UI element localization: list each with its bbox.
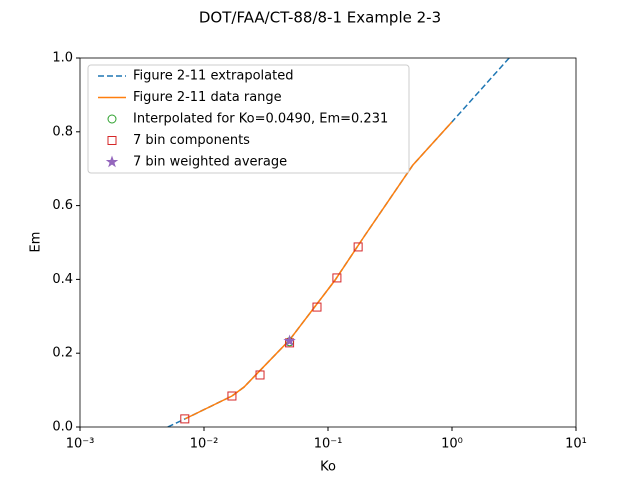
legend-marker: [107, 136, 117, 145]
x-tick-label: 10⁻²: [190, 437, 219, 452]
marker: [180, 414, 190, 424]
x-tick-label: 10⁻³: [66, 437, 95, 452]
marker: [353, 242, 363, 252]
marker: [283, 334, 296, 347]
legend-marker: [105, 155, 119, 168]
x-axis-label: Ko: [320, 460, 336, 475]
marker: [227, 391, 237, 401]
legend-label: Interpolated for Ko=0.0490, Em=0.231: [133, 112, 388, 127]
legend-marker: [107, 114, 117, 124]
plot-area: [167, 58, 510, 427]
y-tick-label: 1.0: [52, 51, 73, 66]
y-tick-label: 0.0: [52, 420, 73, 435]
y-tick-label: 0.2: [52, 346, 73, 361]
series-line: [184, 121, 453, 420]
x-tick-label: 10¹: [565, 437, 587, 452]
legend-label: 7 bin components: [133, 133, 250, 148]
marker: [332, 273, 342, 283]
legend-box: [87, 64, 410, 174]
x-tick-label: 10⁰: [441, 437, 463, 452]
chart-title: DOT/FAA/CT-88/8-1 Example 2-3: [199, 9, 441, 27]
y-tick-label: 0.4: [52, 272, 73, 287]
marker: [255, 370, 265, 380]
y-tick-label: 0.8: [52, 124, 73, 139]
legend-label: Figure 2-11 extrapolated: [133, 69, 293, 84]
legend-label: Figure 2-11 data range: [133, 90, 282, 105]
y-axis-label: Em: [29, 232, 44, 253]
legend-label: 7 bin weighted average: [133, 155, 287, 170]
y-tick-label: 0.6: [52, 198, 73, 213]
plot-frame: [79, 57, 577, 428]
marker: [312, 302, 322, 312]
x-tick-label: 10⁻¹: [314, 437, 343, 452]
